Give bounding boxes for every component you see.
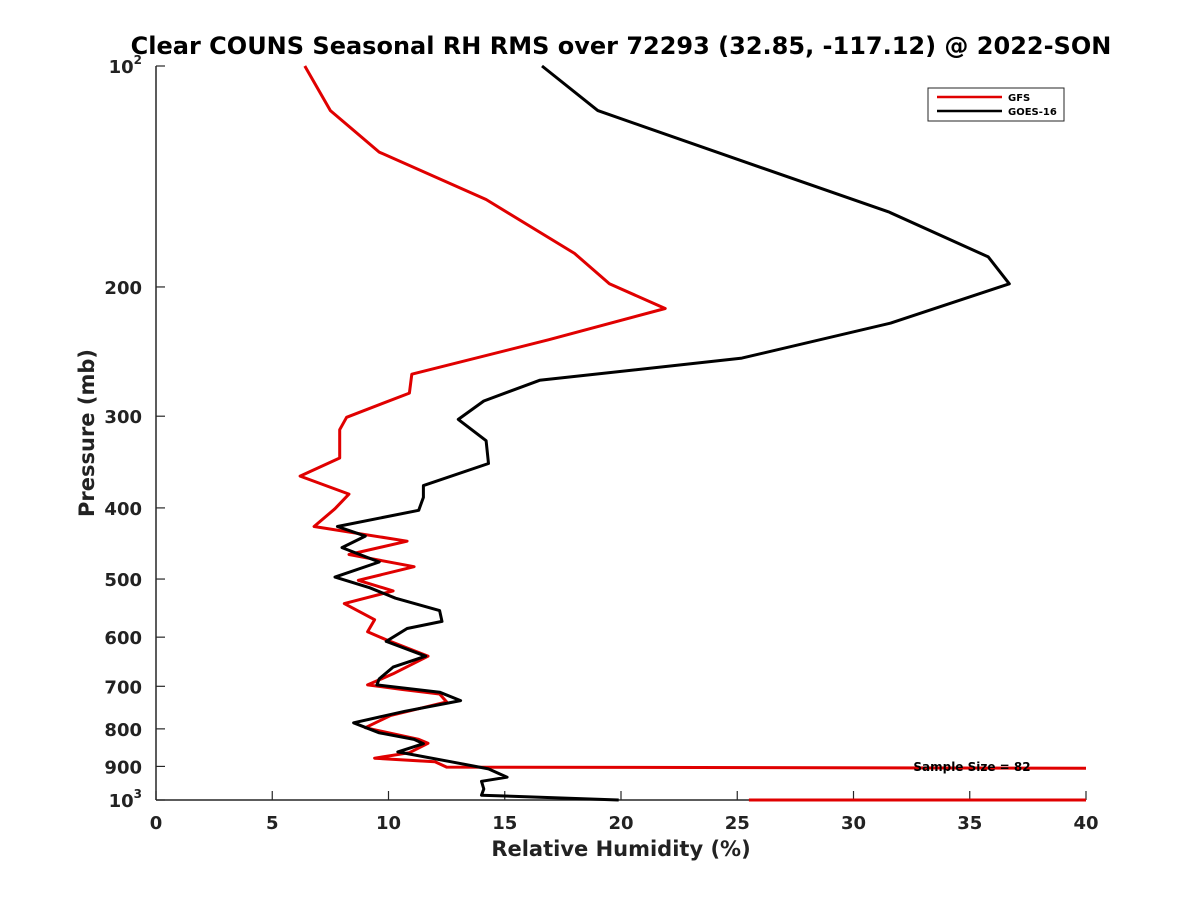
y-axis-label: Pressure (mb) [75,349,99,517]
x-tick-label: 25 [725,813,750,834]
y-tick-label: 102 [109,53,142,78]
x-axis-label: Relative Humidity (%) [491,837,750,861]
y-tick-label: 700 [104,677,142,698]
legend: GFS GOES-16 [927,87,1065,122]
x-tick-label: 20 [608,813,633,834]
legend-label-goes16: GOES-16 [1008,107,1057,118]
y-tick-label: 103 [109,787,142,812]
series-line-goes-16 [333,64,1011,802]
y-tick-label: 200 [104,278,142,299]
series-line-gfs [298,65,1087,770]
y-tick-label: 600 [104,628,142,649]
y-tick-label: 500 [104,570,142,591]
x-tick-label: 10 [376,813,401,834]
y-tick-label: 300 [104,407,142,428]
x-tick-label: 0 [150,813,163,834]
legend-label-gfs: GFS [1008,93,1030,104]
series-layer [298,64,1087,802]
chart-title: Clear COUNS Seasonal RH RMS over 72293 (… [131,32,1112,60]
x-tick-label: 40 [1073,813,1098,834]
x-tick-label: 5 [266,813,279,834]
y-tick-label: 800 [104,720,142,741]
axes [155,66,1086,801]
legend-box [927,87,1065,122]
y-tick-label: 900 [104,757,142,778]
y-ticks: 102 200 300 400 500 600 700 800 900 103 [104,53,165,812]
x-ticks: 0 5 10 15 20 25 30 35 40 [150,791,1099,834]
x-tick-label: 35 [957,813,982,834]
x-tick-label: 30 [841,813,866,834]
y-tick-label: 400 [104,499,142,520]
sample-size-annotation: Sample Size = 82 [913,760,1030,774]
x-tick-label: 15 [492,813,517,834]
